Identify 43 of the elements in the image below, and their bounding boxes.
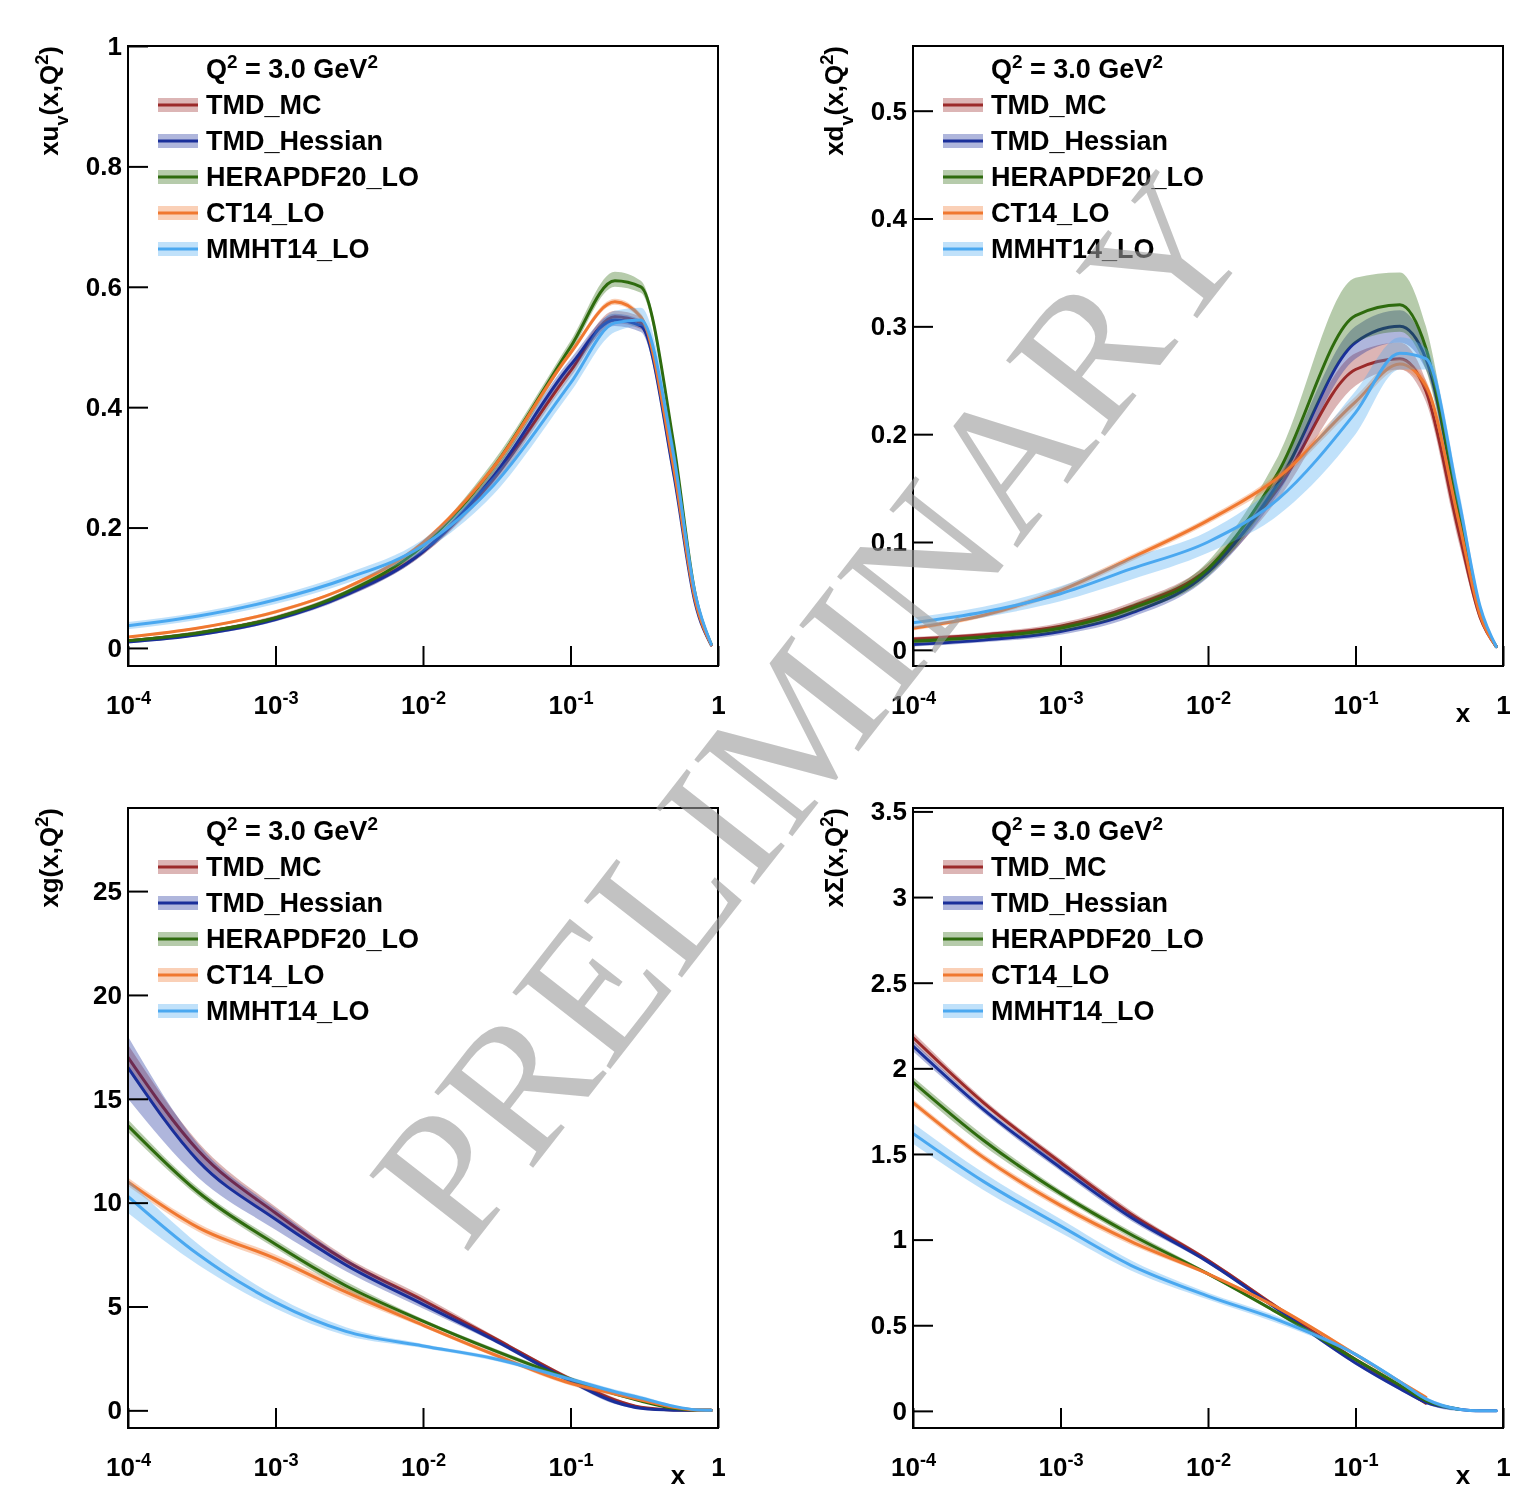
x-axis-title: x [1455, 698, 1471, 728]
x-tick-label: 10$^{-1}$ [548, 1450, 594, 1483]
legend-label: TMD_MC [206, 90, 322, 120]
legend-label: MMHT14_LO [206, 234, 370, 264]
x-axis-title: x [670, 1460, 686, 1490]
legend-label: TMD_MC [991, 90, 1107, 120]
legend-label: CT14_LO [206, 960, 325, 990]
y-tick-label: 0 [892, 1395, 907, 1426]
x-tick-label: 10$^{-2}$ [400, 1450, 447, 1483]
y-tick-label: 1 [107, 30, 122, 61]
x-tick-label: 10$^{-4}$ [105, 1450, 152, 1483]
legend-title: Q$^{2}$ = 3.0 GeV$^{2}$ [991, 50, 1163, 84]
y-tick-label: 0.5 [870, 95, 907, 126]
x-tick-label: 10$^{-3}$ [253, 688, 299, 721]
y-tick-label: 0 [107, 1395, 122, 1426]
y-tick-label: 0 [107, 632, 122, 663]
y-tick-label: 25 [93, 875, 122, 906]
y-tick-label: 20 [93, 979, 122, 1010]
y-tick-label: 0.8 [85, 151, 122, 182]
x-tick-label: 10$^{-3}$ [253, 1450, 299, 1483]
x-tick-label: 10$^{-3}$ [1038, 1450, 1084, 1483]
x-tick-label: 1 [711, 1452, 726, 1483]
legend-label: TMD_Hessian [991, 126, 1169, 156]
y-tick-label: 10 [93, 1187, 122, 1218]
legend-label: CT14_LO [206, 198, 325, 228]
legend-label: MMHT14_LO [206, 996, 370, 1026]
x-tick-label: 10$^{-2}$ [1185, 1450, 1232, 1483]
x-tick-label: 10$^{-1}$ [1333, 1450, 1379, 1483]
y-tick-label: 5 [107, 1291, 122, 1322]
x-tick-label: 10$^{-1}$ [1333, 688, 1379, 721]
x-tick-label: 1 [1496, 1452, 1511, 1483]
x-tick-label: 10$^{-4}$ [890, 1450, 937, 1483]
legend-title: Q$^{2}$ = 3.0 GeV$^{2}$ [206, 50, 378, 84]
legend-label: TMD_Hessian [206, 126, 384, 156]
y-tick-label: 0.4 [85, 391, 123, 422]
y-tick-label: 0.5 [870, 1310, 907, 1341]
y-tick-label: 0.2 [85, 512, 122, 543]
y-tick-label: 0.6 [85, 271, 122, 302]
x-axis-title: x [1455, 1460, 1471, 1490]
legend-label: TMD_MC [206, 852, 322, 882]
x-tick-label: 10$^{-4}$ [105, 688, 152, 721]
x-tick-label: 1 [1496, 690, 1511, 721]
y-tick-label: 15 [93, 1083, 122, 1114]
